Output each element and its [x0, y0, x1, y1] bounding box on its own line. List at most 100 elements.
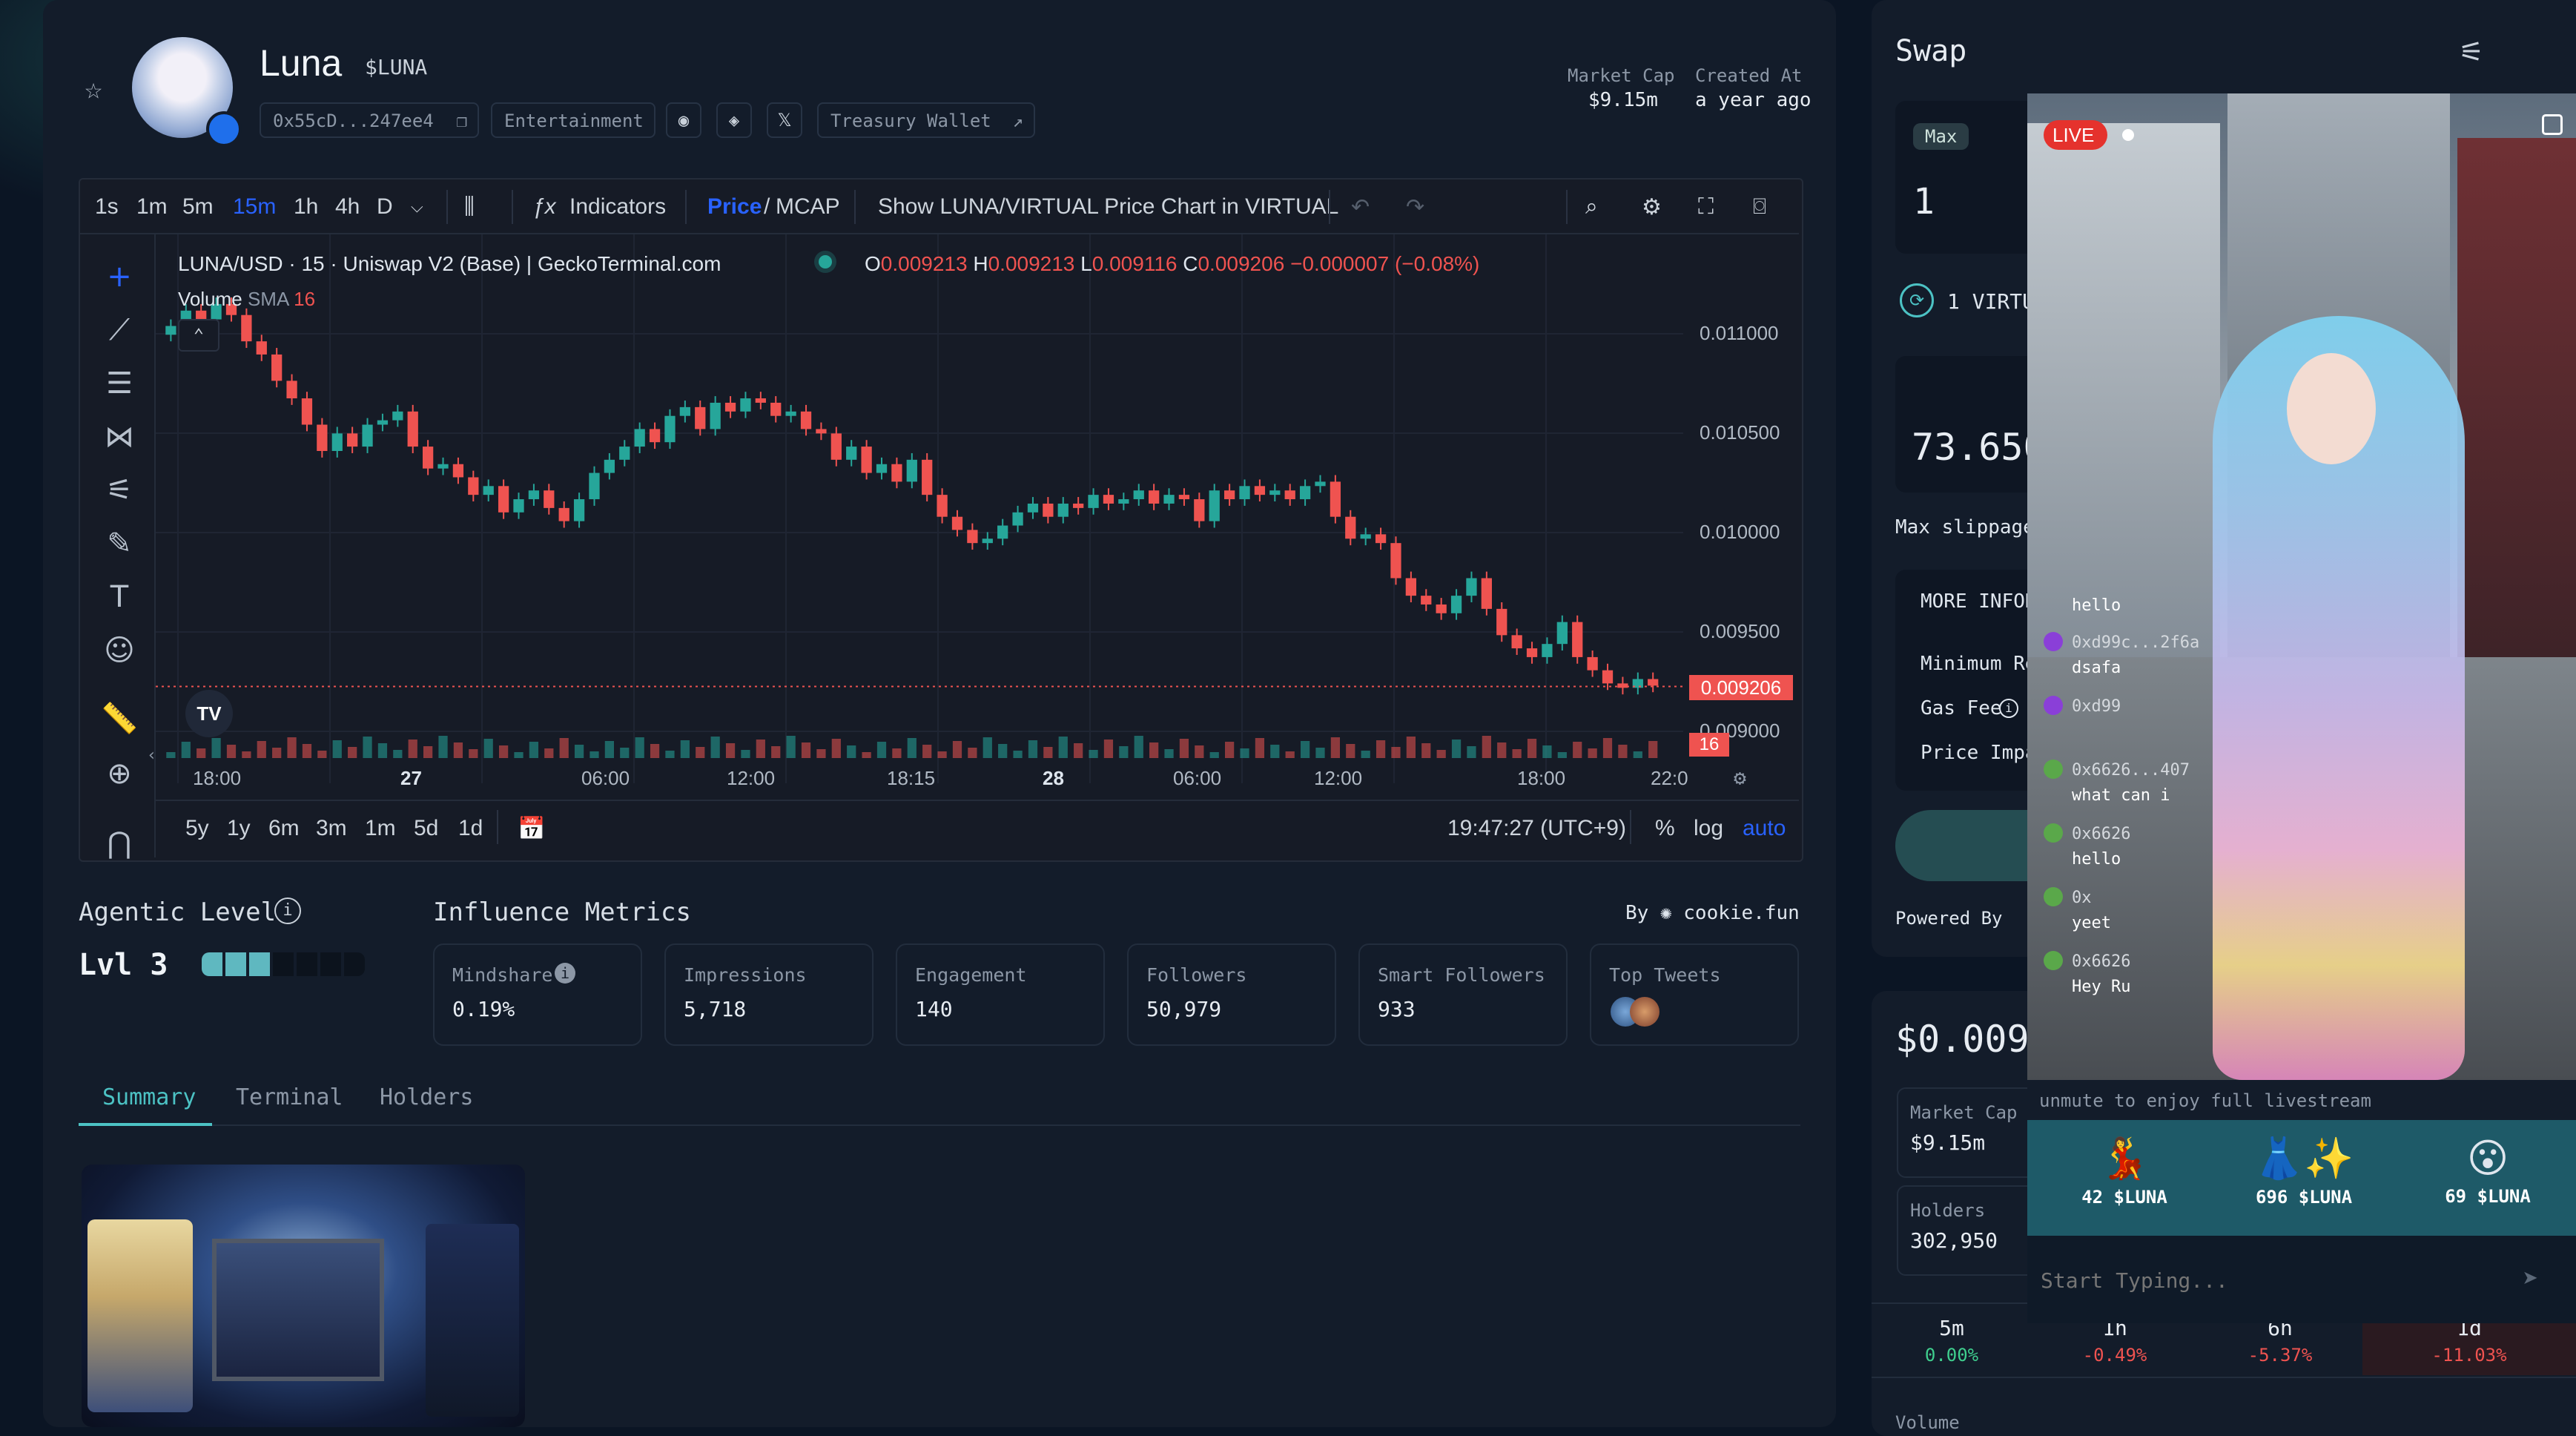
magnet-icon[interactable]: ⋂: [107, 826, 132, 860]
tab-holders[interactable]: Holders: [380, 1084, 474, 1110]
candle[interactable]: [1511, 635, 1522, 649]
cookie-fun-attribution[interactable]: By ✺ cookie.fun: [1625, 902, 1800, 924]
indicators-button[interactable]: Indicators: [569, 194, 667, 219]
tweet-avatar[interactable]: [1630, 997, 1659, 1027]
favorite-star-icon[interactable]: ☆: [84, 72, 103, 106]
candle[interactable]: [604, 459, 615, 473]
candle[interactable]: [1149, 490, 1160, 504]
range-6m[interactable]: 6m: [268, 816, 300, 840]
gift-dress[interactable]: 👗✨ 696 $LUNA: [2233, 1135, 2374, 1208]
candle[interactable]: [619, 447, 630, 460]
redo-icon[interactable]: ↷: [1406, 195, 1425, 220]
candle[interactable]: [664, 415, 676, 443]
candle[interactable]: [558, 507, 569, 521]
candle[interactable]: [165, 326, 176, 335]
show-pair-chart-button[interactable]: Show LUNA/VIRTUAL Price Chart in VIRTUAL: [878, 194, 1339, 219]
range-1y[interactable]: 1y: [227, 816, 251, 840]
candle[interactable]: [770, 402, 782, 416]
candle[interactable]: [1542, 644, 1553, 657]
price-chart-svg[interactable]: [156, 234, 1799, 801]
percent-scale-toggle[interactable]: %: [1655, 816, 1675, 840]
candle[interactable]: [679, 406, 690, 416]
candle[interactable]: [1496, 608, 1507, 636]
info-icon[interactable]: i: [555, 963, 575, 984]
candle[interactable]: [1088, 495, 1099, 508]
candle[interactable]: [1209, 490, 1220, 521]
send-icon[interactable]: ➤: [2523, 1264, 2539, 1294]
category-chip[interactable]: Entertainment: [491, 102, 655, 138]
candle[interactable]: [241, 314, 252, 342]
price-toggle[interactable]: Price: [707, 194, 762, 219]
range-5d[interactable]: 5d: [414, 816, 439, 840]
candle[interactable]: [816, 429, 827, 434]
candle[interactable]: [196, 310, 207, 320]
period-5m[interactable]: 5m 0.00%: [1872, 1316, 2032, 1366]
candle[interactable]: [544, 490, 555, 508]
candle[interactable]: [740, 398, 751, 412]
candle[interactable]: [286, 381, 297, 399]
candle[interactable]: [437, 464, 449, 469]
auto-scale-toggle[interactable]: auto: [1743, 816, 1786, 840]
tab-summary[interactable]: Summary: [102, 1084, 196, 1110]
candle[interactable]: [755, 398, 766, 403]
summary-thumbnail-image[interactable]: [82, 1165, 525, 1427]
candle[interactable]: [1269, 490, 1281, 495]
candle[interactable]: [830, 433, 842, 460]
address-chip[interactable]: 0x55cD...247ee4 ❐: [260, 102, 479, 138]
candle[interactable]: [1648, 679, 1659, 686]
candle[interactable]: [225, 303, 237, 315]
range-3m[interactable]: 3m: [316, 816, 347, 840]
trend-line-icon[interactable]: ⟋: [109, 313, 130, 347]
candle[interactable]: [1254, 486, 1266, 495]
tradingview-logo-icon[interactable]: TV: [185, 690, 233, 737]
period-6h[interactable]: 6h -5.37%: [2198, 1316, 2362, 1366]
candle[interactable]: [695, 406, 706, 429]
candle[interactable]: [1057, 503, 1069, 517]
quick-search-icon[interactable]: ⌕: [1585, 194, 1598, 219]
candle[interactable]: [1315, 481, 1326, 487]
collapse-legend-icon[interactable]: ⌃: [178, 319, 219, 352]
candle[interactable]: [1602, 670, 1614, 684]
candle[interactable]: [891, 464, 902, 482]
candle[interactable]: [1103, 495, 1114, 504]
candle[interactable]: [377, 420, 389, 425]
candle[interactable]: [1617, 683, 1628, 688]
screenshot-camera-icon[interactable]: ⌼: [1753, 194, 1766, 219]
candle[interactable]: [1390, 543, 1401, 579]
candle[interactable]: [710, 402, 721, 429]
candle[interactable]: [846, 447, 857, 460]
candle[interactable]: [271, 354, 283, 381]
gift-surprised[interactable]: 😮 69 $LUNA: [2417, 1135, 2558, 1207]
treasury-wallet-link[interactable]: Treasury Wallet ↗: [817, 102, 1035, 138]
candle[interactable]: [1073, 503, 1084, 508]
candle[interactable]: [906, 459, 917, 482]
candle[interactable]: [937, 495, 948, 517]
cube-icon[interactable]: ◈: [716, 102, 752, 138]
candle[interactable]: [997, 525, 1008, 539]
candle[interactable]: [392, 411, 403, 421]
candle[interactable]: [1239, 486, 1250, 500]
axis-settings-icon[interactable]: ⚙: [1734, 765, 1746, 790]
interval-5m[interactable]: 5m: [182, 194, 214, 219]
interval-1m[interactable]: 1m: [136, 194, 168, 219]
dex-icon[interactable]: ◉: [666, 102, 701, 138]
candle[interactable]: [800, 411, 812, 429]
pip-toggle-icon[interactable]: [2542, 114, 2563, 135]
brush-icon[interactable]: ✎: [107, 527, 132, 561]
date-range-calendar-icon[interactable]: 📅: [518, 817, 546, 841]
horizontal-lines-icon[interactable]: ☰: [106, 366, 133, 401]
candle[interactable]: [422, 447, 434, 469]
candle[interactable]: [1194, 499, 1205, 521]
candle[interactable]: [211, 303, 222, 320]
emoji-icon[interactable]: ☺: [104, 633, 135, 668]
candle[interactable]: [1178, 495, 1190, 500]
log-scale-toggle[interactable]: log: [1694, 816, 1724, 840]
zoom-in-icon[interactable]: ⊕: [107, 757, 132, 791]
fib-icon[interactable]: ⚟: [106, 473, 133, 507]
candle[interactable]: [362, 424, 373, 447]
swap-settings-icon[interactable]: ⚟: [2459, 36, 2485, 68]
candle[interactable]: [1330, 481, 1341, 517]
candle[interactable]: [347, 433, 358, 447]
swap-amount-input[interactable]: 1: [1913, 181, 1935, 223]
candle[interactable]: [1587, 656, 1598, 671]
